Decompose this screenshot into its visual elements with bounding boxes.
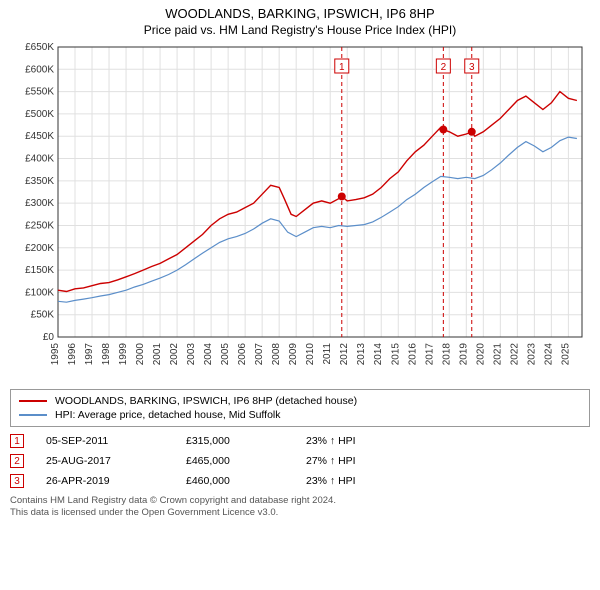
svg-text:2011: 2011 xyxy=(322,343,333,365)
sale-price: £465,000 xyxy=(186,455,306,467)
svg-text:2022: 2022 xyxy=(509,343,520,366)
svg-text:1997: 1997 xyxy=(84,343,95,366)
sale-date: 05-SEP-2011 xyxy=(46,435,186,447)
legend-label: WOODLANDS, BARKING, IPSWICH, IP6 8HP (de… xyxy=(55,395,357,407)
svg-text:3: 3 xyxy=(469,62,475,73)
svg-text:£550K: £550K xyxy=(25,87,54,98)
svg-text:2002: 2002 xyxy=(169,343,180,366)
svg-text:£400K: £400K xyxy=(25,154,54,165)
svg-text:1996: 1996 xyxy=(67,343,78,366)
legend: WOODLANDS, BARKING, IPSWICH, IP6 8HP (de… xyxy=(10,389,590,427)
sale-delta: 23% ↑ HPI xyxy=(306,435,426,447)
sale-date: 25-AUG-2017 xyxy=(46,455,186,467)
sale-price: £315,000 xyxy=(186,435,306,447)
svg-text:£250K: £250K xyxy=(25,220,54,231)
sale-delta: 27% ↑ HPI xyxy=(306,455,426,467)
price-chart: £0 £50K £100K £150K £200K £250K £300K £350K £400… xyxy=(10,43,590,383)
svg-text:2018: 2018 xyxy=(441,343,452,366)
legend-label: HPI: Average price, detached house, Mid … xyxy=(55,409,281,421)
svg-text:£150K: £150K xyxy=(25,265,54,276)
sale-row: 1 05-SEP-2011£315,00023% ↑ HPI xyxy=(10,431,590,451)
svg-text:£350K: £350K xyxy=(25,176,54,187)
sale-row: 2 25-AUG-2017£465,00027% ↑ HPI xyxy=(10,451,590,471)
svg-text:2010: 2010 xyxy=(305,343,316,366)
svg-text:2014: 2014 xyxy=(373,343,384,366)
footer-line-2: This data is licensed under the Open Gov… xyxy=(10,507,590,519)
svg-text:£650K: £650K xyxy=(25,43,54,53)
svg-text:£600K: £600K xyxy=(25,64,54,75)
svg-text:2025: 2025 xyxy=(560,343,571,366)
svg-text:£0: £0 xyxy=(43,332,55,343)
svg-text:2013: 2013 xyxy=(356,343,367,366)
svg-text:2012: 2012 xyxy=(339,343,350,366)
svg-text:2008: 2008 xyxy=(271,343,282,366)
svg-text:1: 1 xyxy=(339,62,345,73)
svg-text:2020: 2020 xyxy=(475,343,486,366)
svg-text:1995: 1995 xyxy=(50,343,61,366)
sale-row: 3 26-APR-2019£460,00023% ↑ HPI xyxy=(10,471,590,491)
svg-text:2017: 2017 xyxy=(424,343,435,366)
footer-line-1: Contains HM Land Registry data © Crown c… xyxy=(10,495,590,507)
svg-text:2003: 2003 xyxy=(186,343,197,366)
svg-text:£300K: £300K xyxy=(25,198,54,209)
svg-text:£100K: £100K xyxy=(25,287,54,298)
sale-price: £460,000 xyxy=(186,475,306,487)
sale-marker-box: 3 xyxy=(10,474,24,488)
svg-text:2: 2 xyxy=(441,62,447,73)
sale-date: 26-APR-2019 xyxy=(46,475,186,487)
svg-text:2021: 2021 xyxy=(492,343,503,366)
svg-text:2024: 2024 xyxy=(543,343,554,366)
attribution-footer: Contains HM Land Registry data © Crown c… xyxy=(10,495,590,520)
svg-text:1998: 1998 xyxy=(101,343,112,366)
legend-swatch xyxy=(19,400,47,402)
svg-text:£450K: £450K xyxy=(25,131,54,142)
svg-text:2000: 2000 xyxy=(135,343,146,366)
svg-text:2023: 2023 xyxy=(526,343,537,366)
sale-marker-box: 2 xyxy=(10,454,24,468)
svg-text:£50K: £50K xyxy=(31,310,55,321)
svg-text:2016: 2016 xyxy=(407,343,418,366)
legend-item: WOODLANDS, BARKING, IPSWICH, IP6 8HP (de… xyxy=(19,394,581,408)
sale-delta: 23% ↑ HPI xyxy=(306,475,426,487)
svg-text:2006: 2006 xyxy=(237,343,248,366)
legend-swatch xyxy=(19,414,47,416)
chart-title-line2: Price paid vs. HM Land Registry's House … xyxy=(0,21,600,43)
svg-text:1999: 1999 xyxy=(118,343,129,366)
svg-text:2007: 2007 xyxy=(254,343,265,366)
sale-marker-box: 1 xyxy=(10,434,24,448)
svg-text:2005: 2005 xyxy=(220,343,231,366)
chart-container: £0 £50K £100K £150K £200K £250K £300K £350K £400… xyxy=(10,43,590,383)
svg-text:2015: 2015 xyxy=(390,343,401,366)
svg-text:2004: 2004 xyxy=(203,343,214,366)
legend-item: HPI: Average price, detached house, Mid … xyxy=(19,408,581,422)
chart-title-line1: WOODLANDS, BARKING, IPSWICH, IP6 8HP xyxy=(0,0,600,21)
svg-text:2019: 2019 xyxy=(458,343,469,366)
svg-text:£500K: £500K xyxy=(25,109,54,120)
sales-table: 105-SEP-2011£315,00023% ↑ HPI225-AUG-201… xyxy=(10,431,590,491)
svg-text:2001: 2001 xyxy=(152,343,163,366)
svg-text:£200K: £200K xyxy=(25,243,54,254)
svg-text:2009: 2009 xyxy=(288,343,299,366)
